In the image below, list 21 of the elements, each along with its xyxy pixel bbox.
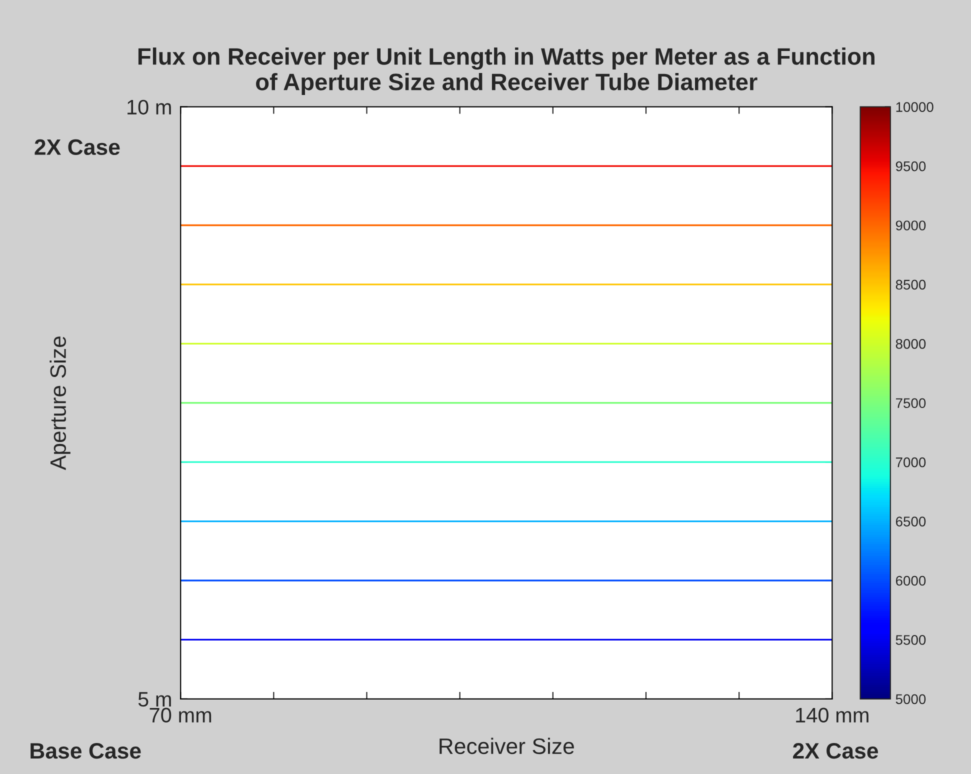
color-bar-label: 8000 [896,338,926,349]
text: 2X Case [793,743,878,759]
color-bar-label: 9000 [896,220,926,230]
color-bar-label: 7500 [896,398,926,408]
color-bar-label: 8500 [896,280,926,290]
x-tick-label: 70 mm [150,708,212,723]
color-bar-label: 5000 [896,694,926,704]
color-bar-label: 5500 [896,635,926,645]
color-bar-label: 6500 [896,516,926,526]
y-tick-label: 10 m [128,100,171,115]
text: 2X Case [34,139,120,156]
x-axis-title: Receiver Size [440,738,574,754]
color-bar-label: 10000 [896,102,934,112]
y-tick-label: 5 m [138,692,171,707]
chart-title: Flux on Receiver per Unit Length in Watts per Meter as a Function of Aperture Size and Receiver Tube Diameter [138,48,874,96]
color-bar-label: 6000 [896,576,926,586]
x-tick-label: 140 mm [796,708,868,723]
color-bar-label: 9500 [896,161,926,172]
y-axis-title: Aperture Size [50,336,70,470]
color-bar-label: 7000 [896,457,926,468]
text: Base Case [30,743,141,759]
